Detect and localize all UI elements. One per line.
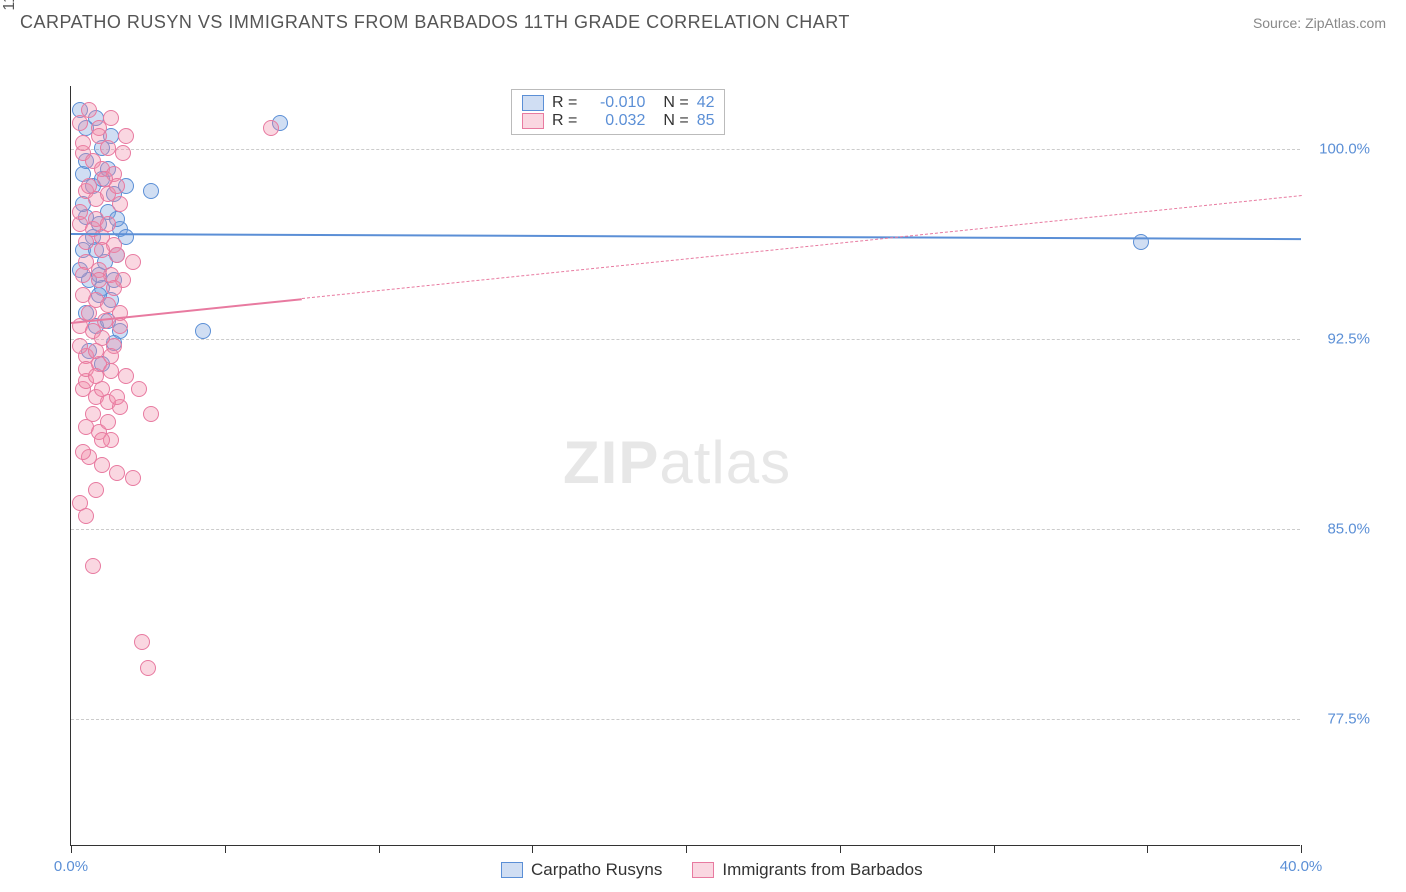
watermark-bold: ZIP (563, 429, 659, 496)
data-point (125, 254, 141, 270)
source-label: Source: ZipAtlas.com (1253, 15, 1386, 31)
legend-r-value: 0.032 (585, 112, 645, 130)
header: CARPATHO RUSYN VS IMMIGRANTS FROM BARBAD… (0, 0, 1406, 41)
data-point (106, 280, 122, 296)
xtick (994, 845, 995, 853)
data-point (195, 323, 211, 339)
legend-item: Carpatho Rusyns (501, 860, 662, 880)
data-point (72, 204, 88, 220)
legend-correlation: R = -0.010 N = 42 R = 0.032 N = 85 (511, 89, 725, 135)
legend-swatch (522, 113, 544, 129)
data-point (134, 634, 150, 650)
legend-n-value: 85 (697, 112, 715, 130)
legend-r-value: -0.010 (585, 94, 645, 112)
data-point (88, 482, 104, 498)
data-point (91, 272, 107, 288)
xtick (532, 845, 533, 853)
legend-n-label: N = (663, 112, 688, 130)
data-point (103, 110, 119, 126)
data-point (103, 348, 119, 364)
xtick-label: 40.0% (1280, 858, 1323, 875)
chart-title: CARPATHO RUSYN VS IMMIGRANTS FROM BARBAD… (20, 12, 850, 33)
data-point (118, 368, 134, 384)
data-point (100, 414, 116, 430)
trend-line (71, 233, 1301, 240)
ytick-label: 85.0% (1310, 521, 1370, 538)
data-point (115, 145, 131, 161)
data-point (81, 102, 97, 118)
data-point (112, 318, 128, 334)
data-point (131, 381, 147, 397)
data-point (100, 216, 116, 232)
xtick (1301, 845, 1302, 853)
y-axis-label: 11th Grade (1, 0, 19, 11)
data-point (75, 267, 91, 283)
data-point (112, 196, 128, 212)
data-point (103, 363, 119, 379)
data-point (81, 178, 97, 194)
data-point (109, 389, 125, 405)
ytick-label: 92.5% (1310, 331, 1370, 348)
data-point (143, 406, 159, 422)
legend-series-name: Immigrants from Barbados (722, 860, 922, 880)
data-point (125, 470, 141, 486)
legend-swatch (692, 862, 714, 878)
data-point (88, 368, 104, 384)
xtick (686, 845, 687, 853)
data-point (94, 457, 110, 473)
watermark-light: atlas (659, 429, 791, 496)
xtick (1147, 845, 1148, 853)
xtick (225, 845, 226, 853)
xtick (840, 845, 841, 853)
legend-n-label: N = (663, 94, 688, 112)
data-point (94, 432, 110, 448)
data-point (75, 444, 91, 460)
data-point (143, 183, 159, 199)
data-point (85, 558, 101, 574)
data-point (100, 140, 116, 156)
gridline (71, 529, 1300, 530)
legend-r-label: R = (552, 94, 577, 112)
data-point (118, 128, 134, 144)
gridline (71, 339, 1300, 340)
legend-swatch (522, 95, 544, 111)
data-point (109, 465, 125, 481)
legend-r-label: R = (552, 112, 577, 130)
ytick-label: 100.0% (1310, 141, 1370, 158)
legend-series-name: Carpatho Rusyns (531, 860, 662, 880)
legend-n-value: 42 (697, 94, 715, 112)
data-point (88, 343, 104, 359)
data-point (140, 660, 156, 676)
xtick-label: 0.0% (54, 858, 88, 875)
xtick (71, 845, 72, 853)
plot-region: ZIPatlas 77.5%85.0%92.5%100.0%0.0%40.0%R… (70, 86, 1300, 846)
data-point (263, 120, 279, 136)
data-point (85, 406, 101, 422)
gridline (71, 149, 1300, 150)
legend-item: Immigrants from Barbados (692, 860, 922, 880)
data-point (109, 178, 125, 194)
xtick (379, 845, 380, 853)
data-point (72, 338, 88, 354)
legend-swatch (501, 862, 523, 878)
legend-row: R = -0.010 N = 42 (522, 94, 714, 112)
legend-row: R = 0.032 N = 85 (522, 112, 714, 130)
data-point (78, 508, 94, 524)
gridline (71, 719, 1300, 720)
data-point (78, 234, 94, 250)
ytick-label: 77.5% (1310, 711, 1370, 728)
watermark: ZIPatlas (563, 428, 791, 497)
data-point (109, 247, 125, 263)
trend-line (302, 195, 1301, 299)
data-point (75, 135, 91, 151)
data-point (94, 242, 110, 258)
legend-series: Carpatho Rusyns Immigrants from Barbados (501, 860, 923, 880)
